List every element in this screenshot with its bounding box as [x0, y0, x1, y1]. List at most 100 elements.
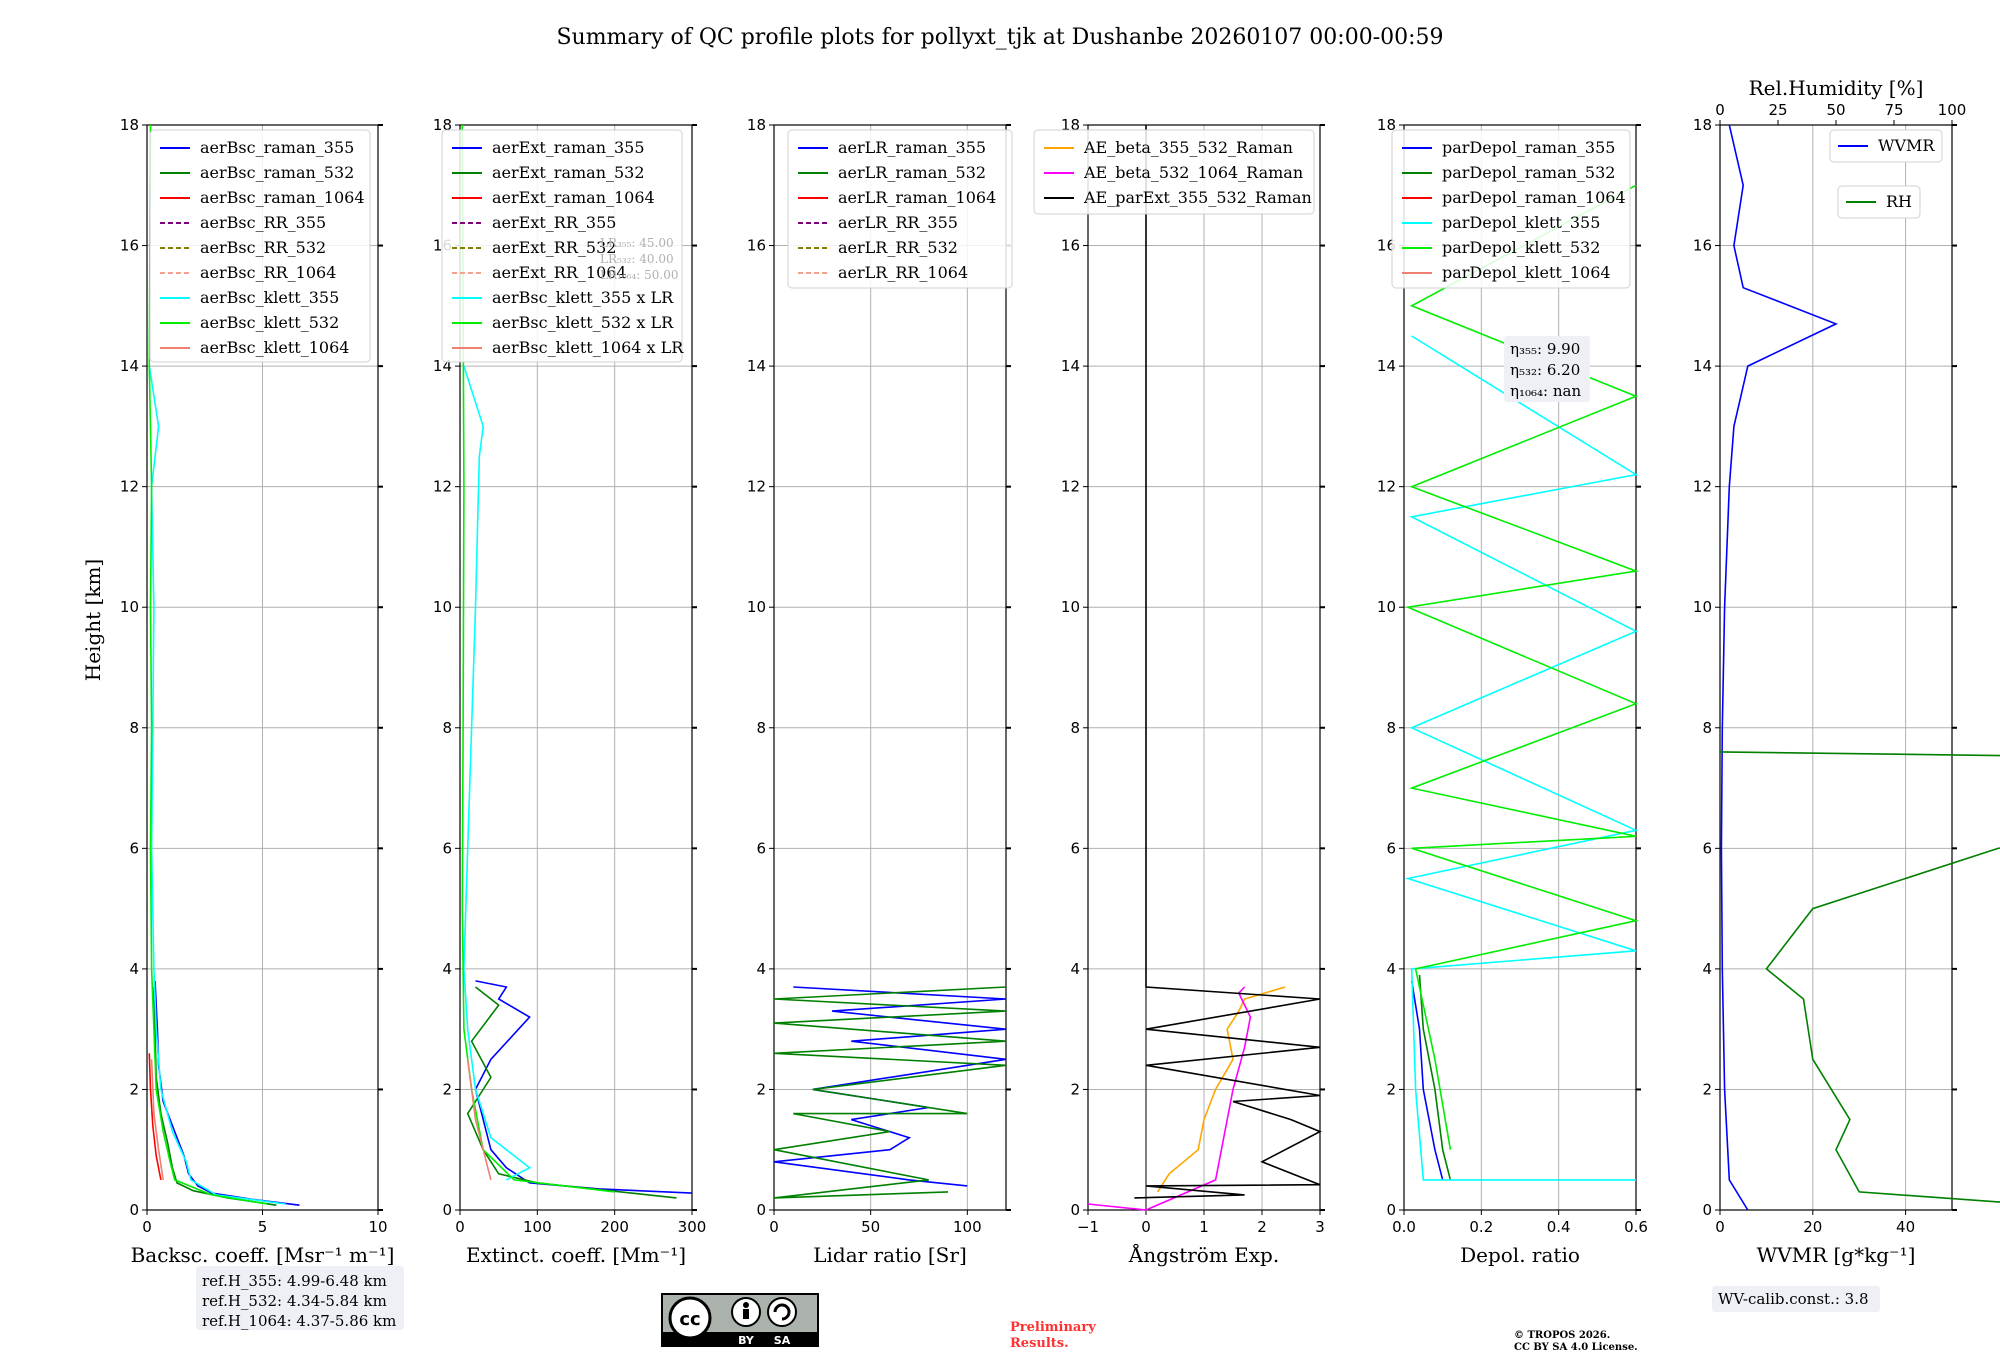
y-tick-label: 14 [120, 357, 139, 375]
x-axis-label: Ångström Exp. [1128, 1242, 1279, 1267]
x-tick-label: 100 [953, 1218, 982, 1236]
y-tick-label: 8 [129, 719, 139, 737]
y-tick-label: 0 [129, 1201, 139, 1219]
series-line-aerBsc_klett_532 [148, 124, 268, 1205]
series-line-aerExt_raman_532 [466, 986, 677, 1199]
series-line-AE_beta_532_1064_Raman [1087, 986, 1252, 1211]
legend-entry: aerExt_raman_1064 [492, 188, 655, 207]
legend-entry: aerBsc_klett_355 x LR [492, 288, 674, 307]
panel-2: 0246810121416180100200300Extinct. coeff.… [433, 116, 706, 1267]
y-tick-label: 2 [129, 1080, 139, 1098]
y-tick-label: 2 [756, 1080, 766, 1098]
cc-by-label: BY [738, 1334, 755, 1347]
y-tick-label: 0 [1070, 1201, 1080, 1219]
y-tick-label: 6 [756, 839, 766, 857]
y-tick-label: 6 [442, 839, 452, 857]
y-tick-label: 6 [1070, 839, 1080, 857]
y-tick-label: 12 [1377, 478, 1396, 496]
x-tick-label: 0 [142, 1218, 152, 1236]
y-tick-label: 16 [747, 237, 766, 255]
series-line-aerBsc_raman_355 [154, 980, 300, 1206]
x-tick-label: 2 [1257, 1218, 1267, 1236]
legend-entry: AE_beta_355_532_Raman [1083, 138, 1293, 157]
legend-entry: aerBsc_RR_532 [200, 238, 326, 257]
x-tick-label: 10 [368, 1218, 387, 1236]
legend-entry: aerLR_raman_532 [838, 163, 986, 182]
legend-entry: AE_parExt_355_532_Raman [1083, 188, 1312, 207]
y-tick-label: 10 [433, 598, 452, 616]
results-label: Results. [1010, 1336, 1069, 1351]
series-line-parDepol_klett_532 [1405, 184, 1640, 1150]
x-tick-label: 200 [600, 1218, 629, 1236]
legend-entry: aerBsc_klett_1064 x LR [492, 338, 684, 357]
legend-entry: RH [1886, 192, 1912, 211]
y-tick-label: 14 [1693, 357, 1712, 375]
y-tick-label: 4 [129, 960, 139, 978]
panel-3: 0 2 4 6 8 10 12 14 16 18 0 50 100 Lidar ratio [Sr] aer… [747, 116, 1013, 1267]
legend: aerExt_raman_355 aerExt_raman_532 aerExt_r… [441, 129, 684, 363]
y-tick-label: 10 [1693, 598, 1712, 616]
figure-title: Summary of QC profile plots for pollyxt_… [556, 25, 1443, 50]
y-tick-label: 0 [756, 1201, 766, 1219]
cc-sa-label: SA [774, 1334, 791, 1347]
series-line-aerExt_klett_532 [461, 124, 615, 1193]
y-tick-label: 16 [1061, 237, 1080, 255]
legend-entry: aerExt_raman_532 [492, 163, 645, 182]
series-line-WVMR [1720, 124, 1839, 1211]
copyright-line-1: © TROPOS 2026. [1514, 1330, 1610, 1341]
legend-entry: aerBsc_klett_532 [200, 313, 339, 332]
x-tick-label: 0.6 [1624, 1218, 1648, 1236]
x-axis-label: Extinct. coeff. [Mm⁻¹] [466, 1243, 686, 1267]
axes-frame [1087, 124, 1321, 1211]
legend-entry: aerLR_raman_355 [838, 138, 986, 157]
series-line-parDepol_raman_532 [1418, 974, 1452, 1181]
y-tick-label: 16 [1693, 237, 1712, 255]
y-tick-label: 8 [1386, 719, 1396, 737]
lidar-ratio-annotation: LR₅₃₂: 40.00 [600, 252, 674, 266]
y-tick-label: 4 [1702, 960, 1712, 978]
x2-tick-label: 0 [1715, 101, 1725, 119]
legend-entry: aerBsc_raman_532 [200, 163, 354, 182]
series-line-AE_beta_355_532_Raman [1156, 986, 1286, 1193]
copyright-line-2: CC BY SA 4.0 License. [1514, 1342, 1638, 1353]
eta-value: η₅₃₂: 6.20 [1510, 361, 1580, 379]
wvmr-legend: WVMR [1829, 129, 1943, 163]
x-tick-label: 0 [455, 1218, 465, 1236]
legend-entry: aerLR_raman_1064 [838, 188, 996, 207]
y-tick-label: 2 [442, 1080, 452, 1098]
legend-entry: aerExt_RR_1064 [492, 263, 627, 282]
panel-5: 0 2 4 6 8 10 12 14 16 18 0.0 0.2 0.4 0.6 Depol. ratio p… [1377, 116, 1648, 1267]
y-tick-label: 12 [747, 478, 766, 496]
legend-entry: parDepol_raman_532 [1442, 163, 1615, 182]
axes-frame [1403, 124, 1637, 1211]
x-tick-label: 5 [258, 1218, 268, 1236]
x-axis-label: Backsc. coeff. [Msr⁻¹ m⁻¹] [131, 1243, 395, 1267]
y-tick-label: 18 [1693, 116, 1712, 134]
y-tick-label: 10 [1377, 598, 1396, 616]
series-line-RH [1719, 751, 2000, 1203]
y-tick-label: 4 [1386, 960, 1396, 978]
y-tick-label: 2 [1070, 1080, 1080, 1098]
series-line-aerExt_klett_1064 [466, 1059, 492, 1181]
legend: aerLR_raman_355 aerLR_raman_532 aerLR_rama… [787, 129, 1013, 289]
eta-box-frame [1504, 336, 1590, 402]
y-tick-label: 2 [1702, 1080, 1712, 1098]
legend-frame [441, 129, 683, 363]
x-tick-label: 0.2 [1469, 1218, 1493, 1236]
x-axis-label: Depol. ratio [1460, 1243, 1580, 1267]
x-tick-label: 100 [523, 1218, 552, 1236]
eta-value: η₃₅₅: 9.90 [1510, 340, 1580, 358]
series-line-aerBsc_raman_1064 [148, 1053, 162, 1181]
legend-entry: parDepol_raman_355 [1442, 138, 1615, 157]
cc-logo-icon [668, 1296, 712, 1340]
x-tick-label: 0 [1715, 1218, 1725, 1236]
y-tick-label: 0 [1386, 1201, 1396, 1219]
x-tick-label: 300 [678, 1218, 707, 1236]
x-tick-label: 0.0 [1392, 1218, 1416, 1236]
legend-entry: parDepol_klett_355 [1442, 213, 1600, 232]
legend-entry: WVMR [1878, 136, 1935, 155]
y-tick-label: 18 [747, 116, 766, 134]
x-tick-label: 20 [1803, 1218, 1822, 1236]
eta-value: η₁₀₆₄: nan [1510, 382, 1581, 400]
